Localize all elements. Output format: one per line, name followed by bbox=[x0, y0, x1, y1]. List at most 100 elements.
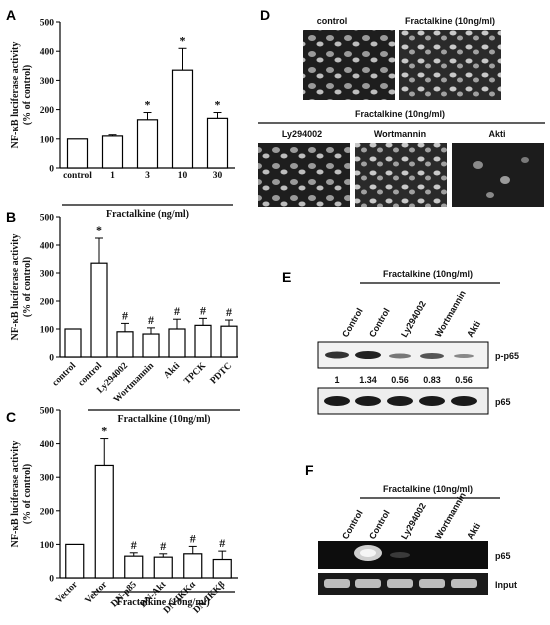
panel-f-group-label: Fractalkine (10ng/ml) bbox=[383, 484, 473, 494]
band bbox=[420, 353, 444, 359]
gel-label-input: Input bbox=[495, 580, 517, 590]
panel-letter-d: D bbox=[260, 7, 270, 23]
x-axis-label: Fractalkine (10ng/ml) bbox=[117, 414, 210, 425]
band bbox=[419, 396, 445, 406]
category-label: 3 bbox=[145, 171, 150, 181]
lane-e-4: Wortmannin bbox=[433, 289, 468, 339]
band bbox=[454, 354, 474, 358]
significance-mark: # bbox=[174, 304, 180, 318]
band bbox=[387, 579, 413, 588]
gel-label-p65: p65 bbox=[495, 551, 511, 561]
image-control bbox=[303, 30, 395, 100]
band bbox=[387, 396, 413, 406]
y-tick-label: 0 bbox=[49, 575, 54, 585]
y-tick-label: 100 bbox=[40, 135, 55, 145]
lane-e-1: Control bbox=[340, 306, 365, 339]
panel-letter-c: C bbox=[6, 409, 16, 425]
band bbox=[390, 552, 410, 558]
bar bbox=[66, 138, 89, 169]
y-axis-label: (% of control) bbox=[22, 464, 33, 524]
chart-a: 0 100 200 300 400 500 NF-κB luciferase activit… bbox=[10, 19, 235, 220]
panel-e: Fractalkine (10ng/ml) Control Control Ly… bbox=[317, 269, 519, 415]
panel-letter-e: E bbox=[282, 269, 291, 285]
category-label: TPCK bbox=[182, 361, 208, 387]
panel-letter-a: A bbox=[6, 7, 16, 23]
category-label: 10 bbox=[178, 171, 188, 181]
y-tick-label: 200 bbox=[40, 298, 55, 308]
y-tick-label: 300 bbox=[40, 270, 55, 280]
bar bbox=[142, 333, 160, 358]
band bbox=[451, 396, 477, 406]
significance-mark: # bbox=[131, 538, 137, 552]
band bbox=[325, 351, 349, 359]
y-tick-label: 200 bbox=[40, 106, 55, 116]
y-tick-label: 0 bbox=[49, 354, 54, 364]
bar bbox=[90, 262, 108, 358]
significance-mark: # bbox=[190, 531, 196, 545]
lane-f-2: Control bbox=[367, 508, 392, 541]
y-tick-label: 400 bbox=[40, 440, 55, 450]
y-axis-label: NF-κB luciferase activity bbox=[10, 42, 21, 149]
bar bbox=[183, 553, 203, 579]
bar bbox=[101, 135, 124, 169]
y-tick-label: 100 bbox=[40, 541, 55, 551]
y-tick-label: 500 bbox=[40, 19, 55, 29]
blot-label-p-p65: p-p65 bbox=[495, 351, 519, 361]
chart-b: 0 100 200 300 400 500 NF-κB luciferase activit… bbox=[10, 214, 240, 425]
panel-d-label-control: control bbox=[317, 16, 348, 26]
y-axis-label: NF-κB luciferase activity bbox=[10, 441, 21, 548]
category-label: PDTC bbox=[209, 361, 234, 386]
bar bbox=[194, 324, 212, 358]
significance-mark: # bbox=[226, 305, 232, 319]
panel-f: Fractalkine (10ng/ml) Control Control Ly… bbox=[318, 484, 517, 595]
lane-f-1: Control bbox=[340, 508, 365, 541]
bar bbox=[206, 117, 229, 169]
bar bbox=[136, 119, 159, 169]
significance-mark: # bbox=[160, 539, 166, 553]
image-wortmannin bbox=[355, 143, 447, 207]
y-tick-label: 500 bbox=[40, 407, 55, 417]
y-tick-label: 0 bbox=[49, 165, 54, 175]
image-akti bbox=[452, 143, 544, 207]
band bbox=[451, 579, 477, 588]
category-label: 30 bbox=[213, 171, 223, 181]
image-ly294002 bbox=[258, 143, 350, 207]
panel-letter-b: B bbox=[6, 209, 16, 225]
panel-d-group-label: Fractalkine (10ng/ml) bbox=[355, 109, 445, 119]
y-tick-label: 200 bbox=[40, 507, 55, 517]
significance-mark: # bbox=[200, 303, 206, 317]
bar bbox=[65, 543, 85, 579]
bar bbox=[153, 556, 173, 579]
quant-3: 0.56 bbox=[391, 375, 409, 385]
band bbox=[324, 396, 350, 406]
bar bbox=[64, 328, 82, 358]
panel-e-group-label: Fractalkine (10ng/ml) bbox=[383, 269, 473, 279]
band bbox=[360, 549, 376, 557]
panel-d: control Fractalkine (10ng/ml) Fractalkin… bbox=[258, 16, 545, 207]
band bbox=[355, 396, 381, 406]
y-axis-label: (% of control) bbox=[22, 257, 33, 317]
significance-mark: # bbox=[122, 308, 128, 322]
y-tick-label: 100 bbox=[40, 326, 55, 336]
panel-d-label-akti: Akti bbox=[488, 129, 505, 139]
image-fractalkine bbox=[399, 30, 501, 100]
category-label: control bbox=[63, 171, 92, 181]
lane-e-2: Control bbox=[367, 306, 392, 339]
significance-mark: * bbox=[145, 98, 151, 112]
band bbox=[324, 579, 350, 588]
akti-cell bbox=[486, 192, 494, 198]
panel-d-label-wort: Wortmannin bbox=[374, 129, 426, 139]
y-axis-label: NF-κB luciferase activity bbox=[10, 234, 21, 341]
x-axis-label: Fractalkine (10ng/ml) bbox=[117, 597, 210, 608]
y-tick-label: 400 bbox=[40, 242, 55, 252]
panel-d-label-ly: Ly294002 bbox=[282, 129, 322, 139]
y-tick-label: 300 bbox=[40, 77, 55, 87]
significance-mark: * bbox=[180, 33, 186, 47]
category-label: Vector bbox=[54, 580, 80, 606]
quant-1: 1 bbox=[334, 375, 339, 385]
category-label: control bbox=[51, 361, 79, 389]
quant-2: 1.34 bbox=[359, 375, 377, 385]
quant-4: 0.83 bbox=[423, 375, 441, 385]
akti-cell bbox=[473, 161, 483, 169]
